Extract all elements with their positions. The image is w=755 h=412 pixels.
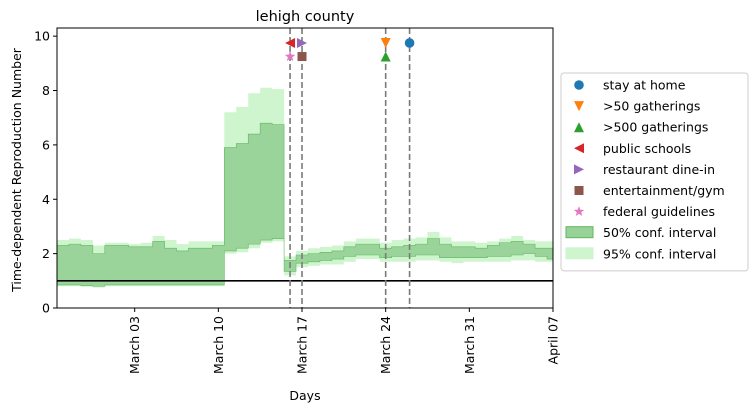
- intervention-marker: [297, 52, 307, 62]
- legend-marker: [574, 122, 584, 133]
- legend: stay at home >50 gatherings >500 gathering…: [560, 72, 749, 272]
- intervention-marker: [285, 37, 296, 48]
- legend-label: 95% conf. interval: [603, 246, 716, 261]
- intervention-marker: [380, 37, 391, 48]
- y-tick-label: 8: [42, 83, 50, 98]
- intervention-marker: [380, 51, 391, 62]
- intervention-marker: [404, 38, 415, 48]
- y-tick-label: 10: [34, 29, 50, 44]
- x-tick-label: March 31: [462, 316, 477, 374]
- legend-marker: [574, 186, 584, 195]
- y-tick-label: 6: [42, 137, 50, 152]
- plot-content: [57, 28, 553, 308]
- x-tick-label: March 24: [378, 316, 393, 374]
- intervention-marker: [297, 37, 308, 48]
- legend-patch: [565, 226, 594, 239]
- legend-marker: [574, 143, 584, 154]
- band-95-conf-interval: [57, 87, 553, 288]
- legend-label: restaurant dine-in: [603, 162, 715, 177]
- intervention-marker: [284, 51, 296, 61]
- chart-title: lehigh county: [256, 9, 355, 25]
- y-tick-label: 0: [42, 301, 50, 316]
- x-tick-label: April 07: [546, 316, 561, 364]
- band-50-conf-interval: [57, 122, 553, 287]
- legend-label: stay at home: [603, 78, 686, 93]
- axes-frame: [56, 27, 554, 309]
- legend-marker: [574, 101, 584, 112]
- y-axis-label: Time-dependent Reproduction Number: [9, 47, 24, 293]
- x-axis-label: Days: [289, 388, 320, 403]
- legend-label: entertainment/gym: [603, 183, 725, 198]
- legend-label: >500 gatherings: [603, 120, 708, 135]
- x-tick-label: March 17: [295, 316, 310, 374]
- legend-marker: [573, 206, 585, 217]
- legend-marker: [574, 164, 584, 175]
- x-tick-label: March 03: [127, 316, 142, 374]
- legend-label: public schools: [603, 141, 691, 156]
- legend-label: federal guidelines: [603, 204, 715, 219]
- legend-marker: [574, 80, 584, 90]
- legend-label: >50 gatherings: [603, 99, 700, 114]
- legend-patch: [565, 247, 594, 260]
- legend-box: [560, 72, 749, 272]
- legend-label: 50% conf. interval: [603, 225, 716, 240]
- plot-area: 0 2 4 6 8 10 March 03 March 10 March 17 March 24 M…: [34, 27, 561, 374]
- y-tick-label: 2: [42, 246, 50, 261]
- y-tick-label: 4: [42, 192, 50, 207]
- x-tick-label: March 10: [211, 316, 226, 374]
